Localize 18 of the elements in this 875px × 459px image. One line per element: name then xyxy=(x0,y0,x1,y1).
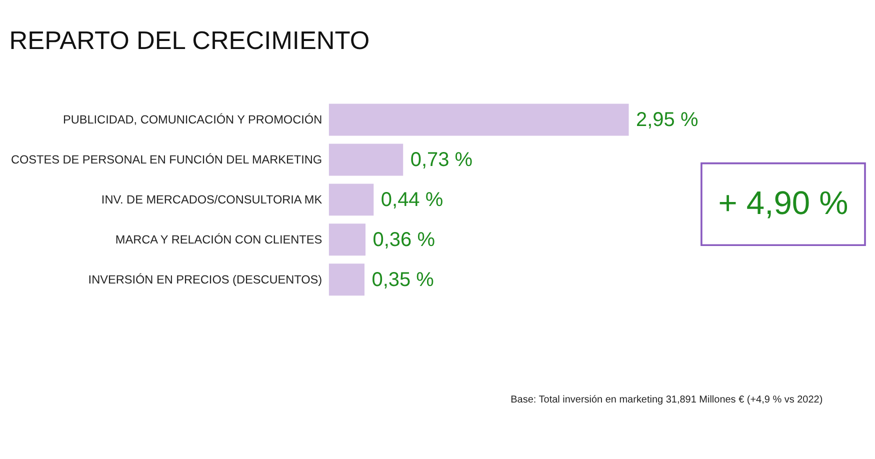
bar xyxy=(328,264,364,296)
y-tick-label: MARCA Y RELACIÓN CON CLIENTES xyxy=(115,232,322,246)
bar xyxy=(328,104,629,136)
data-label: 0,73 % xyxy=(410,149,473,172)
chart-title: REPARTO DEL CRECIMIENTO xyxy=(9,26,370,55)
data-label: 0,44 % xyxy=(380,189,444,212)
y-tick-label: INVERSIÓN EN PRECIOS (DESCUENTOS) xyxy=(88,272,322,286)
data-label: 0,35 % xyxy=(372,269,434,292)
y-tick-label: COSTES DE PERSONAL EN FUNCIÓN DEL MARKETING xyxy=(10,152,322,166)
text: Base: Total inversión en marketing 31,891 Millones € (+4,9 % vs 2022) xyxy=(510,394,823,406)
y-tick-label: PUBLICIDAD, COMUNICACIÓN Y PROMOCIÓN xyxy=(62,112,322,126)
data-label: 0,36 % xyxy=(372,229,436,252)
data-label: 2,95 % xyxy=(636,109,698,132)
y-tick-label: INV. DE MERCADOS/CONSULTORIA MK xyxy=(101,192,322,206)
bar xyxy=(328,144,404,176)
bar xyxy=(328,184,374,216)
text: + 4,90 % xyxy=(718,184,848,222)
bar xyxy=(328,224,366,256)
